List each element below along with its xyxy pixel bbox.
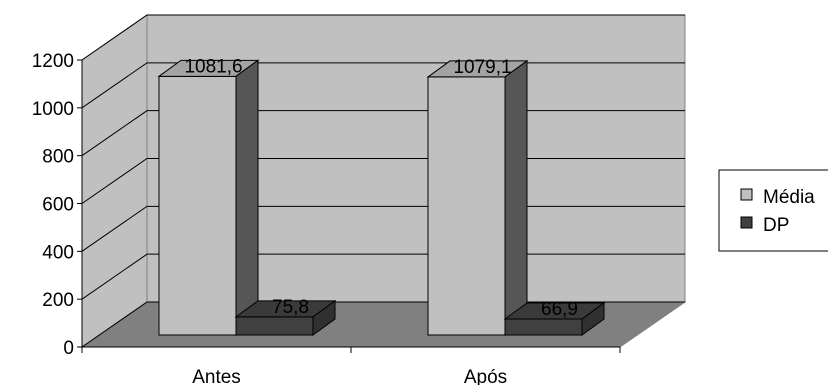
y-tick-label: 800 bbox=[42, 147, 74, 168]
x-tick-label: Após bbox=[464, 367, 507, 385]
bar-front bbox=[235, 316, 314, 336]
y-tick-label: 200 bbox=[42, 290, 74, 311]
axes bbox=[77, 59, 621, 353]
legend-label: DP bbox=[763, 215, 789, 236]
data-label: 75,8 bbox=[272, 297, 309, 318]
legend-frame bbox=[718, 169, 828, 252]
bar-front bbox=[427, 76, 506, 336]
data-label: 1079,1 bbox=[453, 57, 511, 78]
legend-label: Média bbox=[763, 187, 815, 208]
data-label: 66,9 bbox=[541, 299, 578, 320]
bar-side bbox=[581, 302, 605, 336]
bar-side bbox=[312, 299, 336, 336]
bar-front bbox=[504, 318, 583, 336]
data-label: 1081,6 bbox=[184, 56, 242, 77]
bar-side bbox=[235, 59, 259, 336]
x-tick-label: Antes bbox=[192, 367, 241, 385]
legend: Média DP bbox=[718, 169, 828, 252]
bars bbox=[157, 59, 606, 336]
y-tick-label: 0 bbox=[63, 338, 74, 359]
labels: 1081,6 75,8 1079,1 66,9 0 200 400 600 800 1000 120… bbox=[32, 51, 578, 385]
bar-side bbox=[504, 59, 528, 336]
gridline bbox=[81, 14, 685, 61]
bar-front bbox=[158, 75, 237, 336]
y-tick-label: 1200 bbox=[32, 51, 74, 72]
y-tick-label: 1000 bbox=[32, 99, 74, 120]
y-tick-label: 400 bbox=[42, 242, 74, 263]
y-tick-label: 600 bbox=[42, 195, 74, 216]
legend-swatch bbox=[740, 188, 753, 201]
legend-swatch bbox=[740, 216, 753, 229]
